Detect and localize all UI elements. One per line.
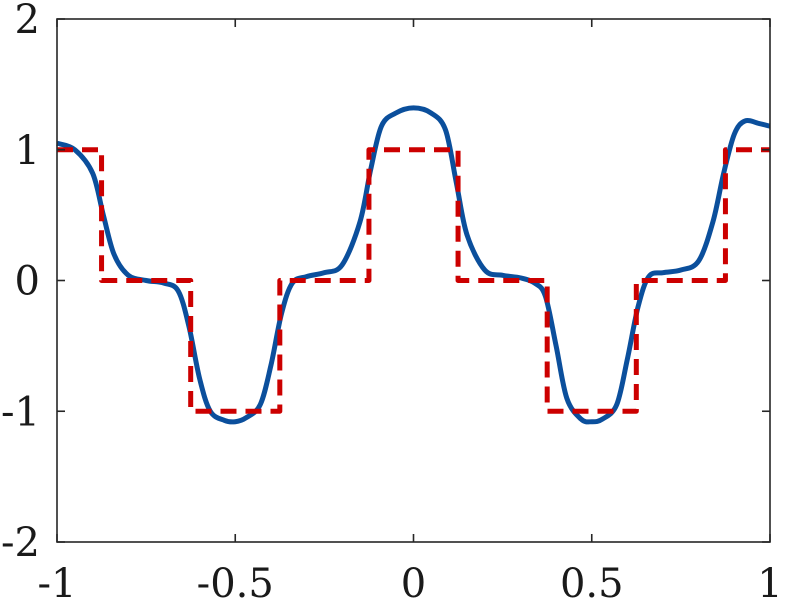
y-tick-label: 0 xyxy=(15,259,40,305)
plot-area xyxy=(56,105,771,425)
series-line-solid xyxy=(56,105,771,425)
y-axis: -2 -1 0 1 2 xyxy=(1,0,770,566)
x-axis: -1 -0.5 0 0.5 1 xyxy=(38,19,783,607)
x-tick-label: -1 xyxy=(38,561,77,607)
x-tick-label: -0.5 xyxy=(197,561,274,607)
x-tick-label: 0.5 xyxy=(560,561,624,607)
y-tick-label: 1 xyxy=(15,128,40,174)
y-tick-label: -1 xyxy=(1,389,40,435)
y-tick-label: 2 xyxy=(15,0,40,43)
x-tick-label: 1 xyxy=(757,561,782,607)
y-tick-label: -2 xyxy=(1,520,40,566)
x-tick-label: 0 xyxy=(401,561,426,607)
series-line-dashed xyxy=(57,147,770,414)
